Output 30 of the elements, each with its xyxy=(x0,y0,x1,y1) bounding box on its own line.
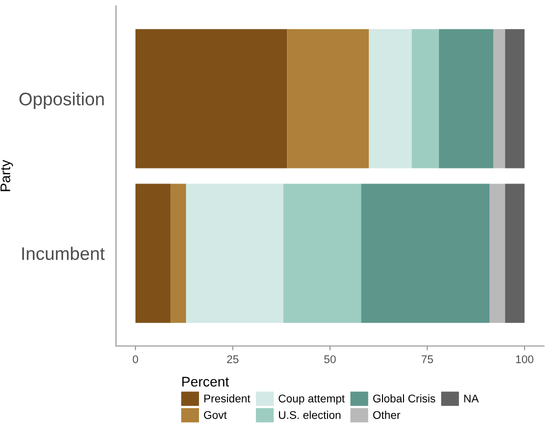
legend-label: U.S. election xyxy=(278,410,340,419)
legend-label: Coup attempt xyxy=(278,394,345,405)
bar xyxy=(135,29,288,168)
x-tick-label: 25 xyxy=(227,355,238,364)
bar xyxy=(412,29,439,168)
bar xyxy=(368,29,412,168)
legend-label: Other xyxy=(373,410,400,419)
bar xyxy=(361,184,490,323)
x-tick-label: 0 xyxy=(132,355,138,364)
legend-label: President xyxy=(204,394,250,402)
bar xyxy=(505,29,525,168)
y-tick-label: Opposition xyxy=(19,92,104,110)
legend-label: Govt xyxy=(204,411,227,419)
bar xyxy=(438,29,494,168)
bar xyxy=(490,184,506,323)
bar xyxy=(170,184,186,323)
legend-label: NA xyxy=(464,394,479,402)
y-tick-label: Incumbent xyxy=(22,246,105,260)
bar xyxy=(186,184,284,323)
legend-title: Percent xyxy=(182,376,229,387)
bar xyxy=(283,184,362,323)
bar xyxy=(287,29,369,168)
x-tick-label: 75 xyxy=(422,355,433,364)
bar xyxy=(493,29,506,168)
legend-label: Global Crisis xyxy=(373,394,436,402)
x-tick-label: 50 xyxy=(324,355,336,364)
bar xyxy=(135,184,170,323)
x-tick-label: 100 xyxy=(516,355,534,364)
y-axis-title: Party xyxy=(0,160,14,192)
bar xyxy=(505,184,525,323)
